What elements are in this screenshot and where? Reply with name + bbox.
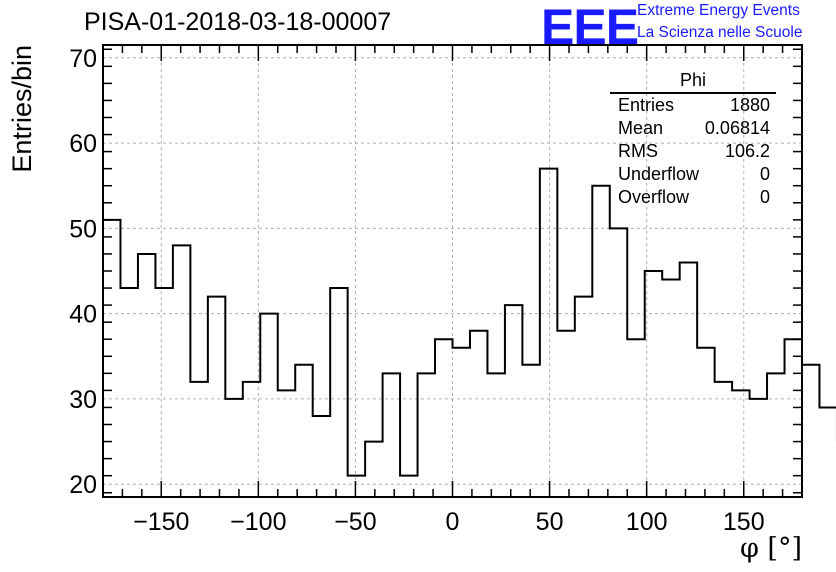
histogram-line: [103, 167, 836, 477]
x-tick-label: 150: [723, 508, 765, 536]
stats-title: Phi: [610, 70, 776, 94]
stats-box: Phi Entries 1880 Mean 0.06814 RMS 106.2 …: [610, 70, 776, 209]
stats-row-underflow: Underflow 0: [610, 163, 776, 186]
stats-row-entries: Entries 1880: [610, 94, 776, 117]
stats-value: 0: [759, 187, 770, 207]
x-tick-label: 50: [536, 508, 564, 536]
stats-value: 106.2: [724, 141, 770, 161]
stats-row-mean: Mean 0.06814: [610, 117, 776, 140]
stats-label: Overflow: [618, 187, 690, 207]
stats-label: RMS: [618, 141, 658, 161]
x-axis-label: φ [°]: [740, 533, 802, 564]
eee-logo: EEE: [541, 0, 639, 55]
y-tick-label: 20: [69, 471, 97, 499]
x-tick-label: 0: [446, 508, 460, 536]
x-tick-label: −150: [133, 508, 189, 536]
stats-label: Underflow: [618, 164, 700, 184]
y-tick-label: 40: [69, 301, 97, 329]
tick-labels: −150 −100 −50 0 50 100 150 20 30 40 50 60 70: [69, 45, 764, 536]
x-tick-label: −100: [230, 508, 286, 536]
stats-value: 0.06814: [704, 118, 770, 138]
stats-row-rms: RMS 106.2: [610, 140, 776, 163]
stats-value: 0: [759, 164, 770, 184]
chart-title: PISA-01-2018-03-18-00007: [84, 8, 392, 36]
y-tick-label: 50: [69, 215, 97, 243]
y-axis-label: Entries/bin: [7, 45, 37, 173]
logo-line-1: Extreme Energy Events: [637, 2, 800, 19]
y-tick-label: 60: [69, 130, 97, 158]
logo-line-2: La Scienza nelle Scuole: [637, 24, 803, 41]
stats-label: Entries: [618, 95, 675, 115]
stats-value: 1880: [729, 95, 770, 115]
stats-label: Mean: [618, 118, 664, 138]
x-tick-label: 100: [626, 508, 668, 536]
stats-row-overflow: Overflow 0: [610, 186, 776, 209]
y-tick-label: 30: [69, 386, 97, 414]
x-tick-label: −50: [334, 508, 376, 536]
axis-ticks: [102, 45, 803, 497]
y-tick-label: 70: [69, 45, 97, 73]
